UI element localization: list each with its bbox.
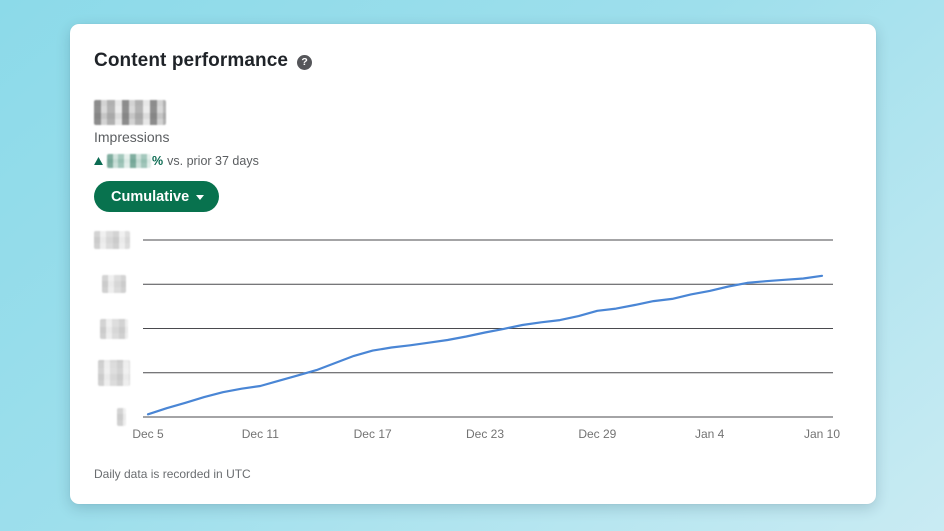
y-axis-label-redacted [98,360,130,386]
cumulative-dropdown-label: Cumulative [111,188,190,205]
chart-plot-area[interactable]: Dec 5 Dec 11 Dec 17 Dec 23 Dec 29 Jan 4 Jan 10 [128,228,840,443]
y-axis-label-redacted [117,408,126,426]
y-axis-label-redacted [100,319,128,339]
series-line[interactable] [146,274,824,416]
content-performance-card: Content performance ? Impressions % vs. … [70,24,876,504]
y-axis-label-redacted [94,231,130,249]
x-axis-label: Dec 23 [466,427,504,441]
x-axis-label: Jan 4 [695,427,725,441]
x-axis-label: Dec 5 [132,427,164,441]
triangle-up-icon [94,157,103,165]
help-icon[interactable]: ? [297,54,313,70]
page-title: Content performance [94,50,289,71]
metric-value-redacted [94,100,166,125]
cumulative-dropdown-button[interactable]: Cumulative [94,181,220,212]
x-axis-label: Dec 11 [242,427,279,441]
chevron-down-icon [196,194,205,200]
x-axis-label: Dec 29 [578,427,616,441]
impressions-chart: Dec 5 Dec 11 Dec 17 Dec 23 Dec 29 Jan 4 Jan 10 [94,228,852,443]
metric-block: Impressions % vs. prior 37 days [94,100,259,168]
delta-percent-sign: % [152,154,164,168]
x-axis-label: Dec 17 [354,427,392,441]
metric-label: Impressions [94,129,170,145]
delta-value-redacted [107,154,151,168]
y-axis-label-redacted [102,275,126,293]
card-header: Content performance ? [94,50,313,72]
delta-row: % vs. prior 37 days [94,154,259,168]
x-axis-label: Jan 10 [804,427,840,441]
delta-comparison-text: vs. prior 37 days [167,154,259,168]
chart-footnote: Daily data is recorded in UTC [94,467,251,481]
